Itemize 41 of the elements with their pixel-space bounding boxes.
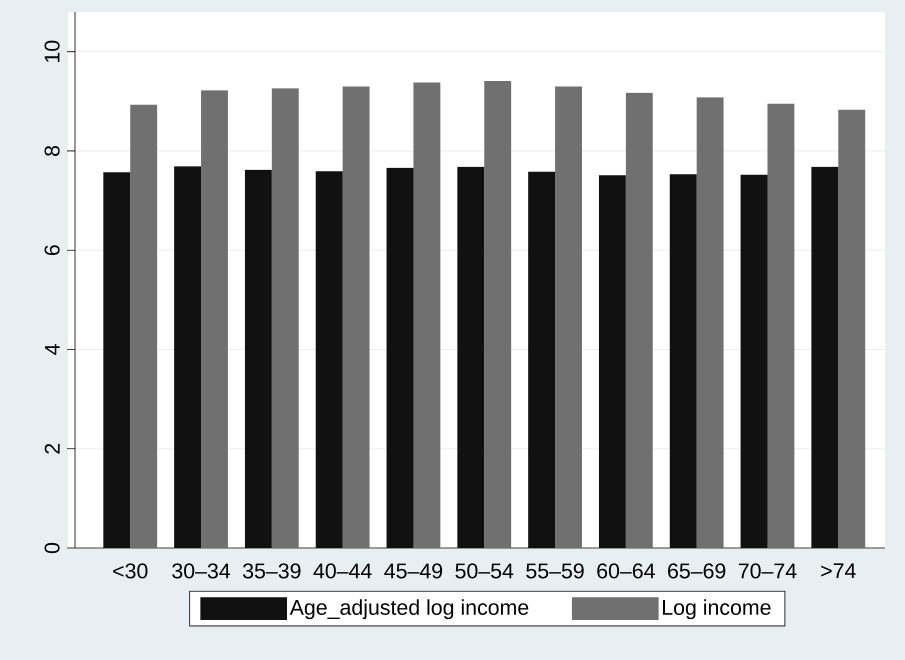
bar — [342, 86, 370, 548]
x-tick-label: 45–49 — [384, 563, 442, 578]
legend-label: Age_adjusted log income — [290, 599, 528, 620]
bar — [316, 171, 343, 548]
bar — [130, 104, 158, 548]
bar — [103, 172, 130, 548]
x-tick-label: 55–59 — [526, 563, 584, 578]
bar — [413, 82, 440, 548]
y-tick-label: 2 — [44, 444, 60, 454]
bar — [201, 90, 228, 548]
x-tick-label: 65–69 — [668, 563, 726, 578]
y-tick-label: 10 — [44, 40, 60, 62]
legend-label: Log income — [663, 599, 771, 620]
bar — [838, 110, 866, 548]
x-tick-label: 30–34 — [172, 563, 230, 578]
y-tick-label: 0 — [44, 542, 60, 554]
bar — [244, 170, 272, 548]
bar — [811, 166, 838, 548]
x-tick-label: >74 — [821, 563, 856, 578]
x-tick-label: <30 — [113, 563, 148, 578]
bar — [670, 174, 697, 548]
bar — [555, 86, 582, 548]
bar — [767, 104, 794, 548]
x-tick-label: 35–39 — [242, 563, 300, 578]
bar — [484, 80, 512, 548]
x-tick-label: 50–54 — [455, 563, 514, 578]
y-tick-label: 8 — [44, 146, 60, 156]
bar — [272, 88, 299, 548]
y-tick-label: 4 — [44, 344, 60, 355]
bar — [626, 92, 653, 548]
bar — [598, 175, 626, 548]
x-tick-label: 60–64 — [597, 563, 655, 578]
bar — [174, 166, 202, 548]
bar — [386, 168, 414, 548]
y-tick-label: 6 — [44, 245, 60, 256]
x-tick-label: 70–74 — [738, 563, 796, 578]
x-tick-label: 40–44 — [313, 563, 372, 578]
bar — [740, 174, 768, 548]
bar — [457, 166, 484, 548]
bar — [696, 97, 724, 548]
bar — [528, 172, 556, 548]
